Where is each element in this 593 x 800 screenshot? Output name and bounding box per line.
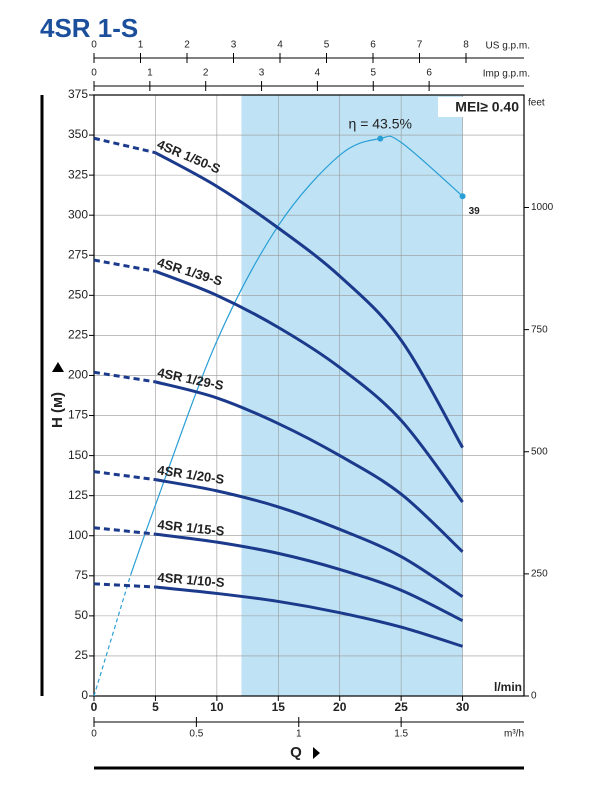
y-tick-label: 200 [68,368,88,382]
top-axis-tick-label: 4 [277,40,283,51]
pump-curve [155,532,464,623]
top-axis-label: US g.p.m. [486,41,530,52]
y-tick-label: 275 [68,247,88,261]
efficiency-label: 39 [469,206,481,217]
top-axis-tick-label: 1 [138,40,144,51]
efficiency-line [130,135,463,575]
top-axis-tick-label: 4 [315,68,321,79]
x-tick-label: 25 [394,700,408,714]
y2-tick-label: 500 [531,446,548,457]
pump-curve [154,269,464,503]
top-axis-tick-label: 6 [426,68,432,79]
pump-curve-dashed [93,136,156,155]
pump-curve-dashed [93,370,156,384]
y-tick-label: 125 [68,488,88,502]
y-tick-label: 375 [68,87,88,101]
x-tick-label: 15 [272,700,286,714]
top-axis-tick-label: 7 [417,40,423,51]
top-axis-tick-label: 0 [91,40,97,51]
pump-curve-dashed [93,258,156,273]
top-axis-tick-label: 5 [324,40,330,51]
y2-tick-label: 250 [531,569,548,580]
series-label: 4SR 1/20-S [157,462,226,487]
top-axis-tick-label: 3 [231,40,237,51]
y-tick-label: 175 [68,408,88,422]
y-tick-label: 350 [68,127,88,141]
y-tick-label: 50 [75,608,89,622]
efficiency-point [377,135,384,142]
y-tick-label: 300 [68,207,88,221]
plot-frame [93,94,525,697]
y2-tick-label: 750 [531,324,548,335]
bottom-axis-tick-label: 0 [91,729,97,740]
y-axis-label: H (м) [49,392,66,428]
bottom-axis-tick-label: 1.5 [394,729,408,740]
y-tick-label: 25 [75,648,89,662]
top-axis-tick-label: 3 [259,68,265,79]
bottom-axis-tick-label: 0.5 [189,729,203,740]
pump-curve [155,478,464,598]
series-label: 4SR 1/15-S [157,517,226,539]
y-tick-label: 250 [68,288,88,302]
top-axis-tick-label: 8 [463,40,469,51]
y2-tick-label: 0 [531,691,537,702]
x-axis-label: Q [290,744,302,761]
top-axis-tick-label: 2 [184,40,190,51]
x-tick-label: 0 [91,700,98,714]
x-tick-label: 10 [210,700,224,714]
pump-curve-dashed [93,470,156,482]
top-axis-tick-label: 6 [370,40,376,51]
y2-label: feet [528,98,545,109]
top-axis-tick-label: 0 [91,68,97,79]
y-tick-label: 325 [68,167,88,181]
series-label: 4SR 1/10-S [157,570,226,591]
bottom-axis-tick-label: 1 [296,729,302,740]
top-axis-tick-label: 5 [370,68,376,79]
x-tick-label: 20 [333,700,347,714]
y-tick-label: 75 [75,568,89,582]
y-tick-label: 0 [81,688,88,702]
x-tick-label: 5 [152,700,159,714]
pump-curve [155,380,464,553]
top-axis-label: Imp g.p.m. [483,69,530,80]
annotation: MEI≥ 0.40 [455,99,519,115]
y-axis-arrow [52,362,64,372]
pump-curve-dashed [93,582,156,589]
y2-tick-label: 1000 [531,202,554,213]
chart-title: 4SR 1-S [40,13,138,43]
top-axis-tick-label: 2 [203,68,209,79]
efficiency-label: η = 43.5% [349,115,412,131]
y-tick-label: 225 [68,328,88,342]
pump-curve [155,585,464,648]
pump-curve [154,151,464,449]
operating-range [241,95,463,696]
top-axis-tick-label: 1 [147,68,153,79]
annotation-box [438,97,522,117]
x-axis-arrow [313,747,320,759]
y-tick-label: 100 [68,528,88,542]
x-unit: l/min [494,680,522,694]
pump-curve-dashed [93,526,156,536]
x-tick-label: 30 [456,700,470,714]
efficiency-point [459,193,466,200]
bottom-axis-label: m³/h [504,729,524,740]
y-tick-label: 150 [68,448,88,462]
efficiency-line-dashed [93,574,132,697]
